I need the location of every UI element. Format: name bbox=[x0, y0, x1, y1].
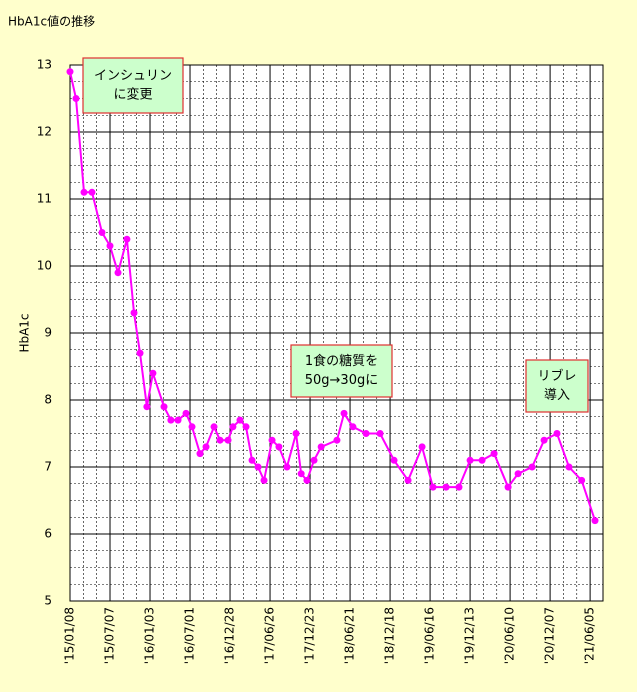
x-tick-label: '19/12/13 bbox=[463, 607, 477, 664]
data-point bbox=[390, 456, 398, 464]
data-point bbox=[376, 430, 384, 437]
data-point bbox=[540, 436, 548, 444]
annotation-text: インシュリン bbox=[94, 69, 172, 84]
data-point bbox=[80, 188, 88, 196]
data-point bbox=[130, 309, 138, 317]
x-tick-label: '16/12/28 bbox=[223, 607, 237, 664]
x-tick-label: '20/06/10 bbox=[503, 607, 517, 664]
data-point bbox=[167, 416, 175, 424]
data-point bbox=[114, 269, 122, 277]
data-point bbox=[260, 476, 268, 484]
plot-border bbox=[69, 64, 604, 602]
data-point bbox=[202, 443, 210, 451]
data-point bbox=[254, 463, 262, 471]
data-point bbox=[229, 423, 237, 431]
y-tick-label: 9 bbox=[44, 326, 52, 340]
data-point bbox=[143, 403, 151, 411]
data-point bbox=[404, 476, 412, 484]
x-tick-label: '15/07/07 bbox=[103, 607, 117, 664]
y-tick-label: 12 bbox=[37, 125, 52, 139]
data-point bbox=[242, 423, 250, 431]
data-point bbox=[275, 443, 283, 451]
x-tick-label: '17/12/23 bbox=[303, 607, 317, 664]
data-point bbox=[349, 423, 357, 431]
y-tick-label: 13 bbox=[37, 58, 52, 72]
x-tick-label: '15/01/08 bbox=[63, 607, 77, 664]
data-point bbox=[565, 463, 573, 471]
data-point bbox=[160, 403, 168, 411]
y-axis-label: HbA1c bbox=[18, 313, 32, 352]
annotation-text: リブレ bbox=[537, 368, 576, 384]
y-tick-label: 10 bbox=[37, 259, 52, 273]
y-tick-label: 6 bbox=[44, 527, 52, 541]
data-point bbox=[216, 436, 224, 444]
x-tick-label: '20/12/07 bbox=[543, 607, 557, 664]
x-tick-label: '18/06/21 bbox=[343, 607, 357, 664]
data-point bbox=[224, 436, 232, 444]
data-point bbox=[490, 450, 498, 458]
data-point bbox=[283, 463, 291, 471]
data-point bbox=[478, 456, 486, 464]
data-point bbox=[66, 68, 74, 76]
data-point bbox=[297, 470, 305, 478]
y-tick-label: 7 bbox=[44, 460, 52, 474]
data-point bbox=[504, 483, 512, 491]
data-line bbox=[69, 71, 596, 521]
data-point bbox=[292, 430, 300, 437]
data-point bbox=[196, 450, 204, 458]
annotation-text: 1食の糖質を bbox=[305, 353, 378, 369]
y-tick-label: 5 bbox=[44, 594, 52, 608]
data-point bbox=[136, 349, 144, 357]
data-point bbox=[578, 476, 586, 484]
x-tick-label: '19/06/16 bbox=[423, 607, 437, 664]
data-point bbox=[88, 188, 96, 196]
x-tick-label: '16/01/03 bbox=[143, 607, 157, 664]
data-point bbox=[268, 436, 276, 444]
data-point bbox=[303, 476, 311, 484]
y-tick-label: 11 bbox=[37, 192, 52, 206]
data-point bbox=[149, 369, 157, 377]
data-point bbox=[174, 416, 182, 424]
data-point bbox=[236, 416, 244, 424]
data-point bbox=[429, 483, 437, 491]
data-point bbox=[182, 409, 190, 417]
data-point bbox=[98, 229, 106, 236]
data-point bbox=[72, 95, 80, 102]
x-tick-label: '18/12/18 bbox=[383, 607, 397, 664]
data-point bbox=[106, 242, 114, 250]
data-point bbox=[442, 483, 450, 491]
chart-title: HbA1c値の推移 bbox=[8, 14, 95, 29]
data-point bbox=[210, 423, 218, 431]
data-point bbox=[418, 443, 426, 451]
data-point bbox=[310, 456, 318, 464]
x-tick-label: '21/06/05 bbox=[583, 607, 597, 664]
data-point bbox=[466, 456, 474, 464]
annotation-box bbox=[290, 344, 393, 398]
annotation-box bbox=[525, 359, 589, 413]
data-point bbox=[123, 235, 131, 243]
data-point bbox=[333, 436, 341, 444]
data-point bbox=[528, 463, 536, 471]
data-point bbox=[317, 443, 325, 451]
data-point bbox=[340, 409, 348, 417]
annotation-text: 50g→30gに bbox=[305, 373, 378, 388]
data-point bbox=[514, 470, 522, 478]
y-tick-label: 8 bbox=[44, 393, 52, 407]
annotation-text: に変更 bbox=[113, 87, 152, 103]
x-tick-label: '17/06/26 bbox=[263, 607, 277, 664]
annotation-text: 導入 bbox=[544, 388, 570, 403]
data-point bbox=[188, 423, 196, 431]
data-point bbox=[591, 517, 599, 525]
data-point bbox=[455, 483, 463, 491]
data-point bbox=[248, 456, 256, 464]
annotation-box bbox=[82, 57, 184, 114]
data-point bbox=[362, 430, 370, 437]
x-tick-label: '16/07/01 bbox=[183, 607, 197, 664]
data-point bbox=[553, 430, 561, 437]
